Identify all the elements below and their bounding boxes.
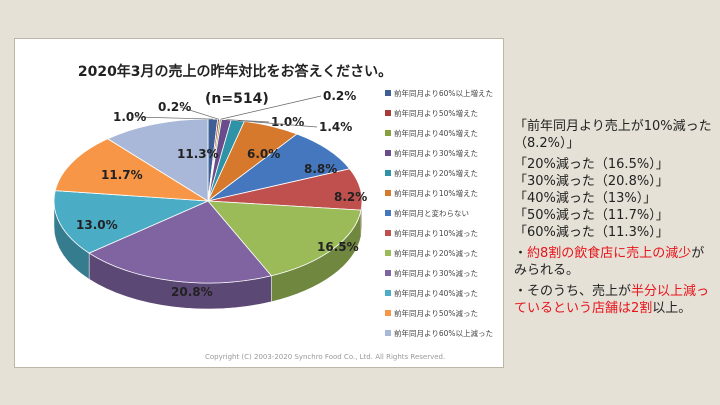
legend-item: 前年同月より30%増えた: [385, 143, 493, 163]
legend-item: 前年同月より50%減った: [385, 303, 493, 323]
leader-line: [237, 120, 318, 128]
note-highlight: 半分以上減っているという店舗は2割: [514, 284, 710, 316]
legend-label: 前年同月より20%増えた: [394, 168, 479, 178]
data-label: 8.2%: [334, 190, 367, 204]
pie-slice: [207, 133, 351, 202]
data-label: 0.2%: [323, 89, 356, 103]
legend-swatch: [385, 310, 391, 316]
legend-swatch: [385, 150, 391, 156]
data-label: 20.8%: [171, 285, 213, 299]
legend-label: 前年同月より10%減った: [394, 228, 479, 238]
note-bullet2: ・そのうち、売上が半分以上減っているという店舗は2割以上。: [514, 283, 714, 317]
data-label: 1.0%: [271, 115, 304, 129]
legend-swatch: [385, 210, 391, 216]
chart-panel: 1.0% 0.2% 0.2% 1.0% 1.4% 6.0% 8.8% 8.2% 16.5% 20.…: [14, 38, 504, 368]
legend-item: 前年同月より30%減った: [385, 263, 493, 283]
chart-subtitle: (n=514): [205, 91, 269, 107]
legend-item: 前年同月より20%減った: [385, 243, 493, 263]
legend-label: 前年同月より10%増えた: [394, 188, 479, 198]
legend-label: 前年同月と変わらない: [394, 208, 469, 218]
note-item: 「30%減った（20.8%）」: [514, 174, 669, 189]
pie-slice: [54, 138, 209, 202]
legend-swatch: [385, 130, 391, 136]
legend-swatch: [385, 190, 391, 196]
data-label: 16.5%: [317, 240, 359, 254]
note-highlight: 約8割の飲食店に売上の減少: [527, 246, 692, 261]
legend-item: 前年同月より40%増えた: [385, 123, 493, 143]
leader-line: [220, 95, 322, 120]
legend-item: 前年同月より60%以上減った: [385, 323, 493, 343]
note-item: 「40%減った（13%）」: [514, 191, 657, 206]
legend: 前年同月より60%以上増えた 前年同月より50%増えた 前年同月より40%増えた 前年…: [385, 83, 493, 343]
legend-label: 前年同月より30%増えた: [394, 148, 479, 158]
legend-label: 前年同月より30%減った: [394, 268, 479, 278]
legend-label: 前年同月より20%減った: [394, 248, 479, 258]
note-text: がみられる。: [514, 246, 705, 278]
legend-swatch: [385, 110, 391, 116]
note-items: 「20%減った（16.5%）」 「30%減った（20.8%）」 「40%減った（13…: [514, 156, 714, 241]
data-label: 13.0%: [76, 218, 118, 232]
legend-label: 前年同月より60%以上減った: [394, 328, 494, 338]
legend-label: 前年同月より50%増えた: [394, 108, 479, 118]
legend-swatch: [385, 290, 391, 296]
data-label: 11.3%: [177, 147, 219, 161]
note-text: ・そのうち、売上が: [514, 284, 632, 299]
leader-line: [226, 119, 270, 123]
copyright: Copyright (C) 2003-2020 Synchro Food Co.…: [205, 353, 446, 361]
note-text: ・: [514, 246, 528, 261]
legend-item: 前年同月より60%以上増えた: [385, 83, 493, 103]
pie-slice: [53, 190, 209, 254]
pie-chart: 1.0% 0.2% 0.2% 1.0% 1.4% 6.0% 8.8% 8.2% 16.5% 20.…: [53, 89, 367, 310]
legend-item: 前年同月と変わらない: [385, 203, 493, 223]
legend-swatch: [385, 230, 391, 236]
data-label: 1.0%: [113, 110, 146, 124]
legend-label: 前年同月より60%以上増えた: [394, 88, 494, 98]
data-label: 6.0%: [247, 147, 280, 161]
legend-swatch: [385, 170, 391, 176]
note-line1: 「前年同月より売上が10%減った（8.2%）」: [514, 119, 712, 151]
legend-item: 前年同月より20%増えた: [385, 163, 493, 183]
legend-label: 前年同月より40%増えた: [394, 128, 479, 138]
legend-swatch: [385, 330, 391, 336]
legend-label: 前年同月より40%減った: [394, 288, 479, 298]
legend-item: 前年同月より10%増えた: [385, 183, 493, 203]
legend-item: 前年同月より40%減った: [385, 283, 493, 303]
note-bullet1: ・約8割の飲食店に売上の減少がみられる。: [514, 245, 714, 279]
legend-swatch: [385, 90, 391, 96]
legend-swatch: [385, 270, 391, 276]
chart-title: 2020年3月の売上の昨年対比をお答えください。: [77, 64, 393, 80]
legend-item: 前年同月より50%増えた: [385, 103, 493, 123]
note-item: 「20%減った（16.5%）」: [514, 157, 669, 172]
data-label: 0.2%: [158, 100, 191, 114]
legend-swatch: [385, 250, 391, 256]
legend-item: 前年同月より10%減った: [385, 223, 493, 243]
pie-slice: [88, 200, 273, 284]
data-label: 11.7%: [101, 168, 143, 182]
legend-label: 前年同月より50%減った: [394, 308, 479, 318]
note-item: 「60%減った（11.3%）」: [514, 225, 669, 240]
notes: 「前年同月より売上が10%減った（8.2%）」 「20%減った（16.5%）」「…: [514, 118, 714, 321]
data-label: 1.4%: [319, 120, 352, 134]
note-text: 以上。: [652, 301, 692, 316]
pie-slice: [207, 200, 362, 277]
leader-line: [134, 116, 213, 120]
note-item: 「50%減った（11.7%）」: [514, 208, 669, 223]
data-label: 8.8%: [304, 162, 337, 176]
leader-line: [179, 106, 219, 120]
